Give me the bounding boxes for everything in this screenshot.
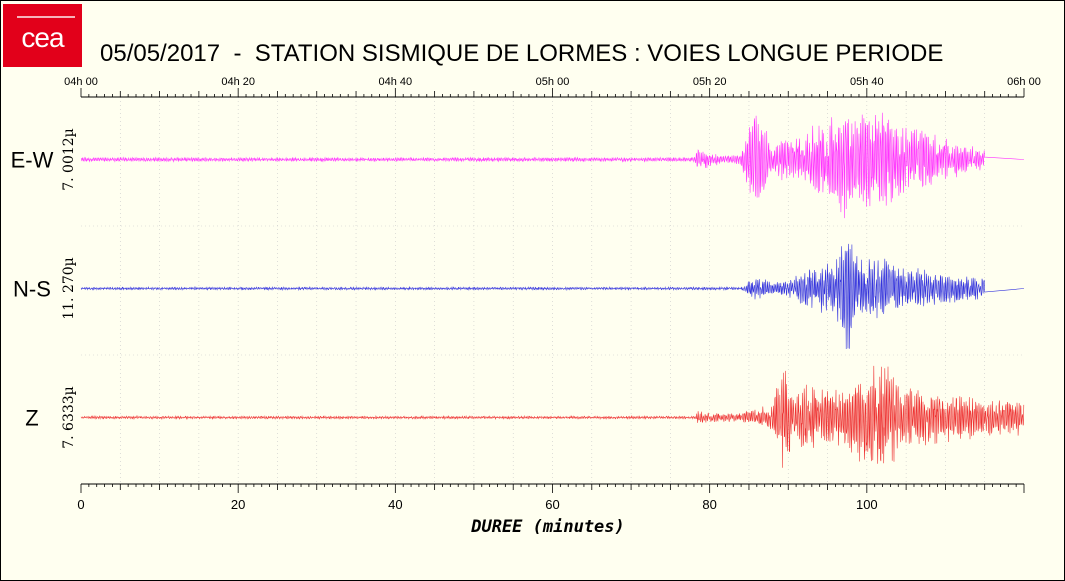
x-tick-label: 0 bbox=[77, 497, 84, 512]
channel-label: Z bbox=[25, 406, 38, 431]
scale-label: 11. 270µ bbox=[61, 257, 77, 320]
top-axis-tick-label: 05h 20 bbox=[693, 76, 727, 88]
labels: 04h 00 04h 20 04h 40 05h 00 05h 20 05h 40 06h … bbox=[11, 76, 1041, 512]
traces bbox=[80, 112, 1025, 468]
top-axis-tick-label: 05h 40 bbox=[850, 76, 884, 88]
scale-label: 7. 6333µ bbox=[61, 386, 77, 449]
x-tick-label: 40 bbox=[388, 497, 402, 512]
x-tick-label: 20 bbox=[231, 497, 245, 512]
trace-z bbox=[80, 365, 1025, 468]
x-axis-label: DUREE (minutes) bbox=[470, 517, 625, 537]
top-axis-tick-label: 04h 40 bbox=[379, 76, 413, 88]
logo-text: cea bbox=[21, 22, 64, 53]
logo-tagline-mark bbox=[17, 16, 75, 18]
chart-title: 05/05/2017 - STATION SISMIQUE DE LORMES … bbox=[100, 40, 944, 67]
cea-logo: cea bbox=[3, 4, 82, 67]
axes bbox=[80, 88, 1025, 493]
trace-n-s bbox=[80, 243, 1025, 350]
trace-e-w bbox=[80, 112, 1025, 219]
x-tick-label: 80 bbox=[702, 497, 716, 512]
top-axis-tick-label: 04h 00 bbox=[64, 76, 98, 88]
x-tick-label: 60 bbox=[545, 497, 559, 512]
channel-label: E-W bbox=[11, 148, 54, 173]
scale-label: 7. 0012µ bbox=[61, 128, 77, 191]
top-axis-tick-label: 04h 20 bbox=[221, 76, 255, 88]
channel-label: N-S bbox=[13, 277, 51, 302]
top-axis-tick-label: 06h 00 bbox=[1007, 76, 1041, 88]
top-axis-tick-label: 05h 00 bbox=[536, 76, 570, 88]
x-tick-label: 100 bbox=[856, 497, 878, 512]
